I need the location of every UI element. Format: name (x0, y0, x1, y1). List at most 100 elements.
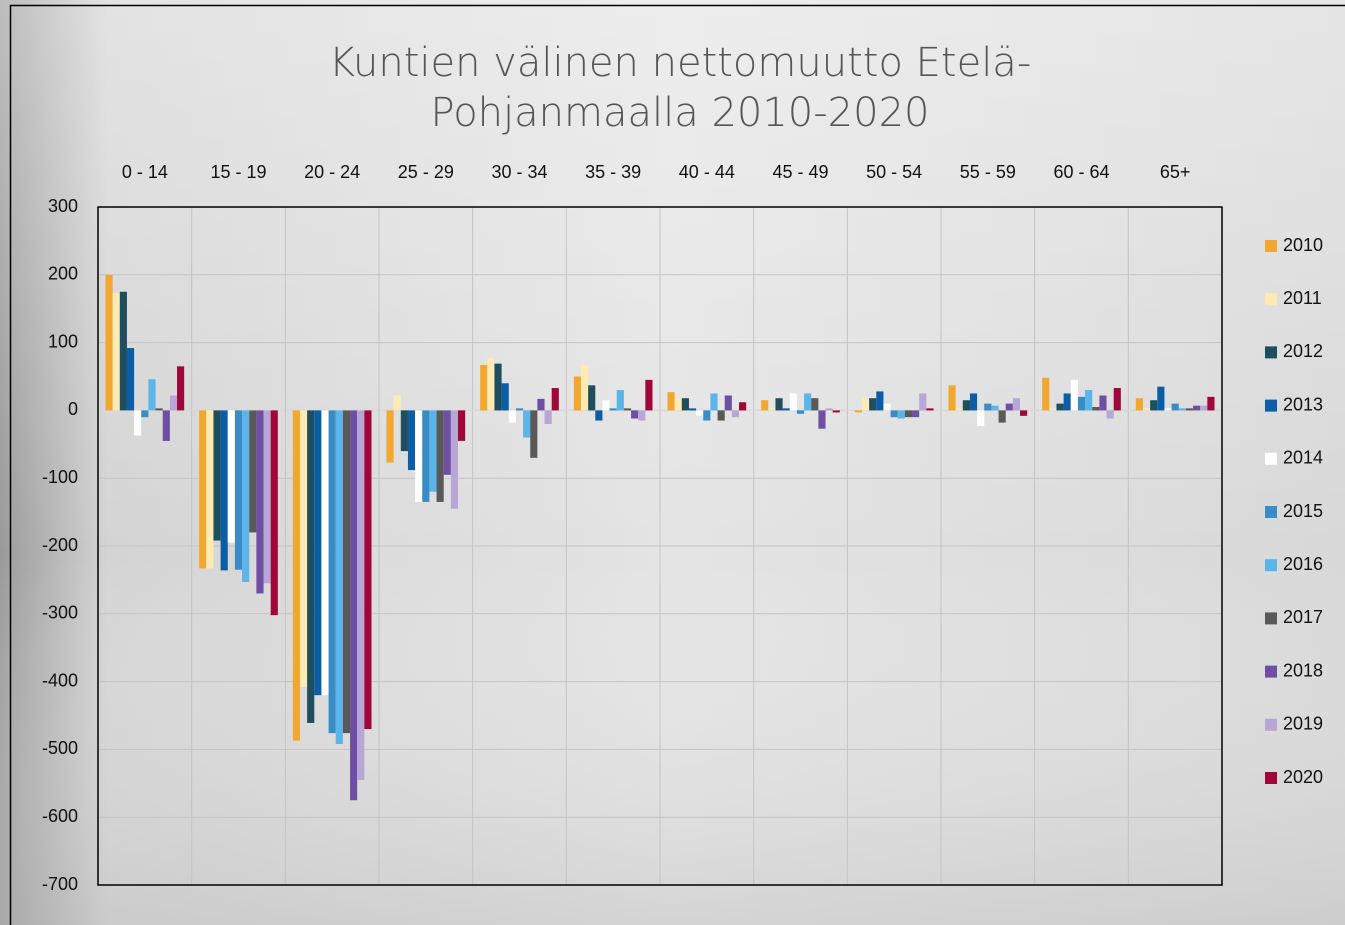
x-tick-label: 60 - 64 (1053, 162, 1109, 182)
bar (1150, 400, 1158, 411)
bar (1077, 396, 1086, 411)
bar (458, 410, 466, 441)
legend-swatch (1265, 612, 1277, 625)
bar (1135, 398, 1143, 411)
chart-title: Kuntien välinen nettomuutto Etelä-Pohjan… (328, 40, 1032, 136)
bar (523, 410, 531, 438)
bar (818, 410, 826, 429)
y-tick-label: -400 (42, 670, 78, 690)
bar (530, 410, 538, 458)
legend-label: 2014 (1283, 448, 1323, 468)
bar (1200, 405, 1208, 411)
x-tick-label: 15 - 19 (210, 162, 266, 182)
bar (1063, 393, 1071, 411)
bar (588, 385, 596, 411)
bar (220, 410, 228, 571)
bar (177, 366, 185, 411)
legend-label: 2020 (1283, 767, 1323, 787)
bar (487, 358, 495, 411)
bar (681, 398, 689, 411)
bar (270, 410, 278, 616)
bar (328, 410, 336, 734)
y-tick-label: -700 (42, 874, 78, 894)
bar (667, 392, 675, 411)
bar (314, 410, 322, 696)
bar (1113, 388, 1121, 411)
bar (696, 410, 704, 416)
bar (450, 410, 459, 509)
bar (869, 398, 877, 411)
bar (1171, 403, 1179, 411)
bar (962, 400, 970, 411)
y-tick-label: 200 (48, 264, 78, 284)
y-tick-label: -200 (42, 535, 78, 555)
frame (9, 4, 1345, 925)
bar (169, 395, 178, 411)
bar (407, 410, 416, 471)
bar (876, 391, 884, 411)
bar (393, 395, 401, 411)
bar (1042, 377, 1050, 411)
bar (1164, 408, 1172, 411)
bar (1056, 403, 1064, 411)
bar (609, 408, 617, 411)
bar (883, 403, 891, 411)
bar (126, 348, 135, 411)
bar (335, 410, 343, 744)
bar (141, 410, 149, 418)
bar (299, 410, 308, 688)
bar (1092, 407, 1100, 411)
bar (551, 388, 559, 411)
x-tick-label: 65+ (1160, 162, 1191, 182)
legend-label: 2010 (1283, 235, 1323, 255)
legend-label: 2012 (1283, 341, 1323, 361)
bar (199, 410, 207, 569)
bar (242, 410, 250, 582)
x-tick-label: 45 - 49 (772, 162, 828, 182)
bar (436, 410, 444, 502)
bar (508, 410, 516, 423)
bar (703, 410, 711, 421)
bar (1142, 408, 1151, 411)
bar (1085, 390, 1093, 411)
x-tick-label: 50 - 54 (866, 162, 922, 182)
bar (739, 402, 747, 411)
bar (263, 410, 271, 584)
bar (537, 398, 545, 411)
y-tick-label: 300 (48, 196, 78, 216)
bar (948, 385, 956, 411)
bar (955, 408, 963, 411)
bar (796, 410, 805, 414)
bar (206, 410, 214, 569)
bar (494, 363, 502, 411)
bar (825, 408, 833, 411)
bar (674, 398, 682, 411)
bar (645, 379, 653, 411)
x-tick-label: 0 - 14 (122, 162, 168, 182)
legend-swatch (1265, 506, 1277, 518)
bar (386, 410, 394, 463)
bar (998, 410, 1006, 423)
bar (710, 393, 718, 411)
bar (768, 408, 776, 411)
bar (249, 410, 257, 533)
bar (350, 410, 358, 801)
bar (854, 410, 862, 413)
bar (977, 410, 985, 426)
legend-swatch (1265, 718, 1277, 731)
bar (969, 393, 978, 411)
legend-label: 2011 (1283, 288, 1322, 308)
bar (256, 410, 264, 594)
x-tick-label: 30 - 34 (491, 162, 547, 182)
bar (1157, 386, 1165, 411)
bar (991, 405, 999, 411)
bar (1207, 396, 1215, 411)
bar (321, 410, 329, 696)
legend-swatch (1265, 665, 1277, 678)
plot-border (97, 206, 1223, 886)
legend-swatch (1265, 346, 1277, 359)
bar (544, 410, 552, 424)
bar (213, 410, 221, 541)
bar (1185, 408, 1194, 411)
